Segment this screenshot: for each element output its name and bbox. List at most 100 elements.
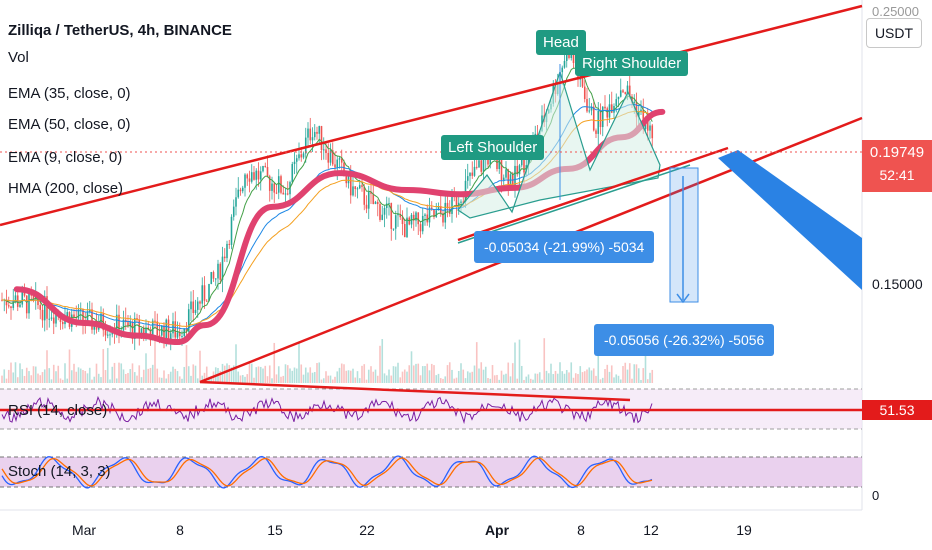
candle-body [390,202,393,229]
candle-body [586,99,588,112]
candle-body [619,90,622,97]
candle-body [226,243,228,259]
volume-bar [102,349,105,383]
volume-bar [415,363,417,383]
volume-bar [255,367,258,383]
right-shoulder-label[interactable]: Right Shoulder [575,51,689,76]
candle-body [475,166,478,168]
candle-body [212,272,215,279]
volume-bar [228,365,231,383]
volume-bar [356,371,359,383]
head-label[interactable]: Head [536,30,586,55]
volume-bar [547,373,550,383]
left-shoulder-label[interactable]: Left Shoulder [441,135,545,160]
candle-body [433,209,435,218]
volume-bar [174,368,177,383]
volume-bar [226,363,228,383]
volume-bar [7,369,10,383]
candle-body [635,101,638,118]
volume-bar [250,363,253,383]
candle-body [606,108,609,118]
volume-bar [237,371,240,383]
ema35-legend[interactable]: EMA (35, close, 0) [8,85,131,102]
candle-body [334,164,336,168]
stoch-legend[interactable]: Stoch (14, 3, 3) [8,463,111,480]
volume-bar [421,366,424,383]
candle-body [622,90,624,93]
volume-bar [354,377,357,383]
candle-body [455,194,458,207]
x-tick-8-apr: 8 [577,522,585,538]
candle-body [55,312,57,324]
volume-bar [183,366,186,383]
volume-bar [397,362,399,383]
candle-body [208,283,210,302]
candle-body [156,321,159,336]
volume-bar [30,375,33,383]
rsi-trend-line [199,380,631,402]
volume-bar [419,375,422,383]
volume-bar [291,370,294,383]
volume-bar [543,338,546,383]
candle-body [201,285,204,304]
candle-body [275,192,278,194]
candle-body [133,318,136,339]
volume-bar [169,371,172,383]
volume-bar [336,371,339,383]
volume-bar [163,370,165,383]
volume-bar [352,368,354,383]
ema9-legend[interactable]: EMA (9, close, 0) [8,149,123,166]
volume-bar [136,375,138,383]
volume-bar [282,375,285,383]
volume-bar [219,370,222,383]
candle-body [104,330,107,336]
volume-bar [574,373,577,383]
candle-body [437,206,440,211]
x-tick-22: 22 [359,522,375,538]
volume-bar [39,375,42,383]
currency-button[interactable]: USDT [866,18,922,48]
volume-bar [505,373,507,383]
candle-body [199,301,201,304]
volume-bar [340,363,343,383]
candle-body [514,165,516,187]
volume-bar [122,369,125,383]
volume-bar [448,362,451,383]
volume-bar [581,372,584,383]
volume-bar [68,349,71,383]
candle-body [140,328,143,334]
volume-bar [230,367,233,383]
candle-body [165,319,168,342]
volume-bar [1,375,3,383]
volume-bar [383,373,386,383]
volume-bar [370,366,372,383]
rsi-legend[interactable]: RSI (14, close) [8,402,108,419]
volume-bar [286,365,289,383]
stoch-d-line [1,457,653,487]
candle-body [142,328,145,335]
volume-bar [64,363,66,383]
candle-body [498,157,501,169]
volume-bar [205,366,208,383]
volume-bar [199,350,201,383]
measure2-label[interactable]: -0.05056 (-26.32%) -5056 [594,324,775,356]
volume-bar [374,369,377,383]
measure1-label[interactable]: -0.05034 (-21.99%) -5034 [474,231,655,263]
candle-body [448,208,451,214]
volume-bar [235,344,237,383]
hma-legend[interactable]: HMA (200, close) [8,180,124,197]
volume-bar [363,364,366,383]
volume-bar [338,367,341,383]
candle-body [338,158,341,160]
candle-body [14,295,17,302]
volume-legend[interactable]: Vol [8,49,29,66]
candle-body [617,96,620,100]
candle-body [451,193,453,214]
candle-body [118,314,120,336]
volume-bar [624,362,627,383]
channel-inner-line [457,146,729,242]
candle-body [86,311,89,324]
ema50-legend[interactable]: EMA (50, close, 0) [8,116,131,133]
candle-body [592,106,595,131]
